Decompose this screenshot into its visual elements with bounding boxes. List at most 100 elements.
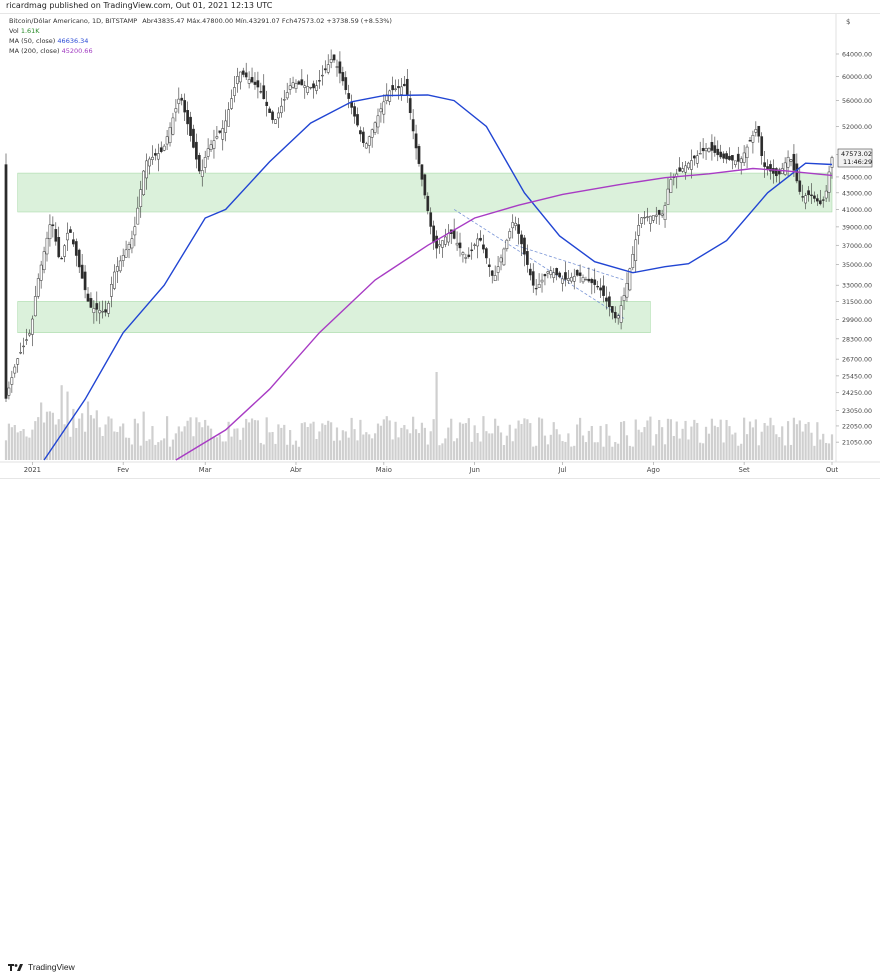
volume-bar	[464, 423, 467, 460]
volume-bar	[186, 420, 189, 460]
candles	[4, 49, 834, 403]
volume-bar	[365, 432, 368, 460]
candle-up	[7, 387, 11, 396]
candle-up	[221, 128, 225, 140]
volume-bar	[719, 419, 722, 460]
candle-up	[101, 311, 105, 313]
candle-down	[77, 249, 81, 268]
volume-bar	[678, 438, 681, 460]
volume-bar	[122, 423, 125, 460]
volume-bar	[107, 416, 110, 460]
candle-down	[72, 239, 75, 245]
volume-bar	[637, 429, 640, 460]
volume-bar	[306, 427, 309, 460]
volume-bar	[371, 438, 374, 460]
volume-bar	[95, 410, 98, 460]
legend-symbol-row[interactable]: Bitcoin/Dólar Americano, 1D, BITSTAMP Ab…	[9, 16, 392, 26]
candle-up	[10, 377, 14, 385]
volume-bar	[540, 418, 544, 460]
volume-bar	[740, 443, 743, 460]
candle-down	[429, 212, 433, 227]
volume-bar	[124, 437, 128, 460]
volume-bar	[617, 443, 620, 460]
volume-bar	[157, 442, 160, 460]
candle-down	[523, 237, 526, 255]
volume-bar	[207, 425, 210, 460]
ma200-line	[175, 167, 833, 461]
volume-bar	[737, 445, 740, 460]
candle-down	[692, 155, 696, 159]
candle-down	[602, 285, 605, 296]
price-tag-time: 11:46:29	[843, 158, 872, 166]
candle-down	[154, 153, 157, 156]
legend-ma50-row[interactable]: MA (50, close) 46636.34	[9, 36, 392, 46]
volume-bar	[505, 435, 508, 460]
volume-bar	[713, 425, 716, 460]
candle-down	[186, 110, 189, 125]
candle-up	[476, 238, 479, 247]
candle-down	[435, 235, 438, 249]
volume-bar	[640, 432, 643, 460]
candle-down	[189, 116, 192, 136]
volume-bar	[801, 431, 804, 460]
volume-bar	[400, 427, 403, 460]
volume-bar	[218, 434, 221, 460]
volume-bar	[581, 435, 585, 460]
candle-down	[197, 155, 201, 172]
volume-bar	[760, 431, 763, 460]
price-axis[interactable]: 64000.0060000.0056000.0052000.0048000.00…	[836, 51, 872, 447]
volume-bar	[514, 428, 517, 460]
volume-bar	[807, 422, 810, 460]
candle-down	[774, 168, 778, 177]
candle-up	[156, 153, 160, 160]
candle-up	[681, 168, 684, 172]
candle-down	[356, 114, 359, 126]
volume-bar	[315, 438, 318, 460]
volume-bar	[177, 426, 180, 460]
candle-down	[183, 100, 187, 113]
candle-down	[4, 164, 8, 399]
candle-down	[801, 196, 805, 198]
candle-down	[256, 80, 260, 88]
candle-down	[338, 61, 342, 74]
tradingview-brand[interactable]: TradingView	[8, 962, 75, 972]
volume-bar	[593, 442, 596, 460]
volume-bar	[450, 418, 453, 460]
volume-bar	[165, 416, 169, 460]
y-tick-label: 41000.00	[842, 207, 872, 214]
volume-bar	[391, 439, 394, 460]
moving-averages	[43, 94, 833, 461]
candle-up	[171, 117, 175, 135]
candle-down	[467, 254, 471, 257]
candle-up	[690, 160, 693, 170]
candle-up	[830, 157, 834, 168]
volume-bar	[614, 442, 617, 460]
candle-down	[816, 198, 819, 202]
legend-volume-row[interactable]: Vol 1.61K	[9, 26, 392, 36]
volume-bar	[373, 433, 377, 460]
volume-bar	[810, 432, 813, 460]
candle-down	[420, 164, 424, 180]
volume-bar	[494, 418, 497, 460]
volume-bar	[403, 425, 406, 460]
volume-bar	[280, 427, 283, 460]
volume-bar	[444, 438, 447, 460]
time-axis[interactable]: 2021 Fev Mar Abr Maio Jun Jul Ago Set Out	[24, 462, 839, 474]
y-tick-label: 43000.00	[842, 190, 872, 197]
volume-bar	[757, 445, 760, 460]
candle-down	[610, 306, 614, 313]
price-chart[interactable]: $ 64000.0060000.0056000.0052000.0048000.…	[0, 0, 880, 498]
volume-bar	[426, 444, 429, 460]
candle-up	[113, 271, 116, 289]
volume-bar	[110, 418, 113, 460]
ma200-label: MA (200, close)	[9, 47, 60, 55]
volume-bar	[69, 436, 72, 460]
legend-ma200-row[interactable]: MA (200, close) 45200.66	[9, 46, 392, 56]
candle-down	[657, 209, 661, 215]
candle-up	[707, 148, 711, 152]
volume-bar	[561, 441, 564, 460]
y-tick-label: 25450.00	[842, 373, 872, 380]
volume-bar	[25, 436, 28, 460]
volume-bar	[552, 422, 555, 460]
candle-up	[19, 352, 22, 354]
